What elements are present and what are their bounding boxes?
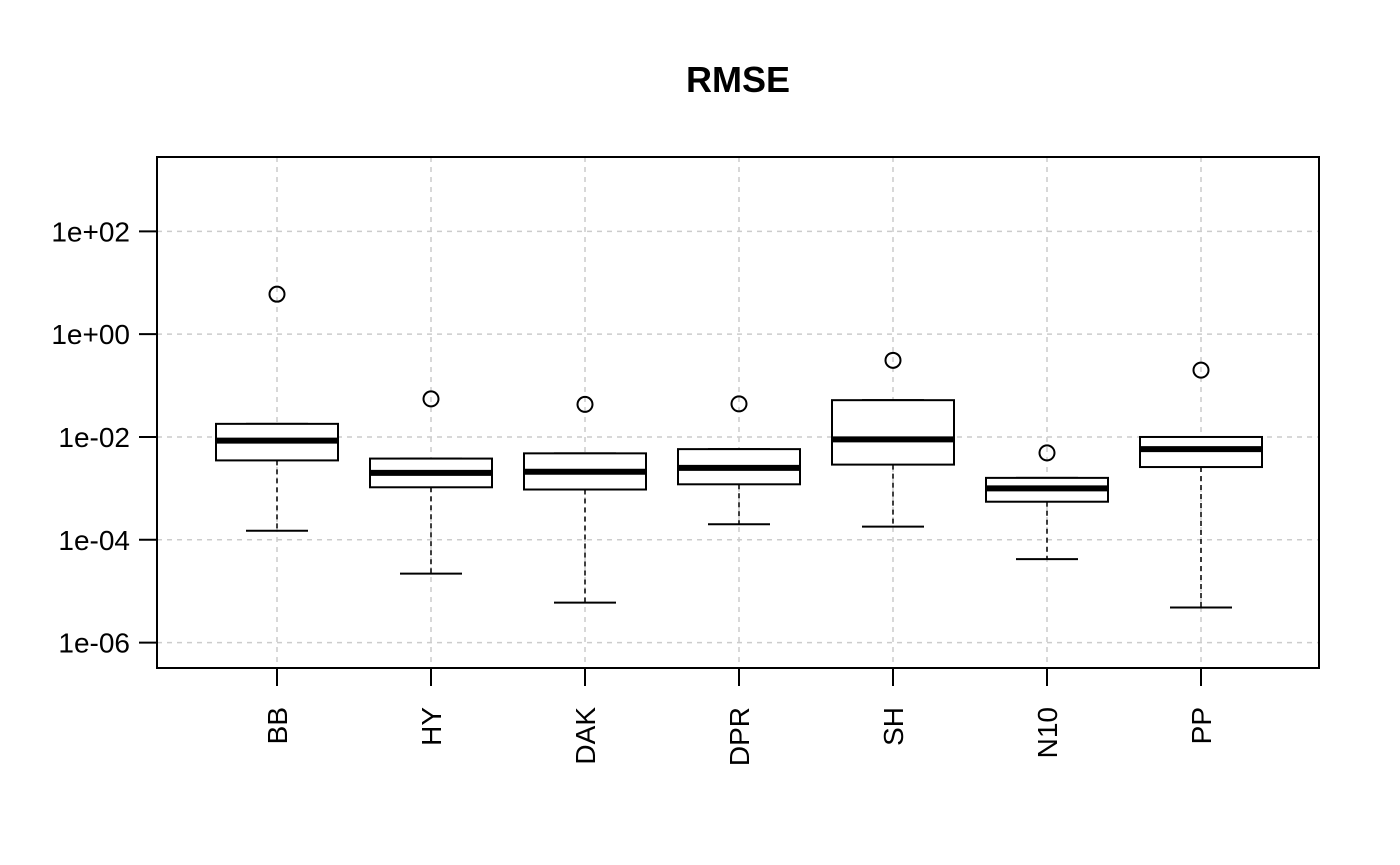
x-tick-label: DAK bbox=[570, 707, 601, 765]
chart-title: RMSE bbox=[686, 59, 790, 100]
outlier-point bbox=[884, 351, 902, 369]
outlier-point bbox=[730, 395, 748, 413]
x-tick-label: DPR bbox=[724, 707, 755, 766]
box-sh bbox=[831, 399, 955, 466]
y-tick-label: 1e-06 bbox=[58, 628, 130, 659]
box-layer bbox=[215, 285, 1263, 609]
grid-layer bbox=[157, 157, 1319, 668]
outlier-point bbox=[1038, 444, 1056, 462]
x-tick-label: BB bbox=[262, 707, 293, 744]
y-tick-label: 1e+02 bbox=[51, 216, 130, 247]
y-tick-label: 1e+00 bbox=[51, 319, 130, 350]
outlier-point bbox=[576, 395, 594, 413]
outlier-point bbox=[422, 390, 440, 408]
outlier-point bbox=[1192, 361, 1210, 379]
axis-layer: 1e-06 1e-04 1e-02 1e+00 1e+02 BB HY DAK DPR SH N10… bbox=[51, 216, 1217, 766]
x-tick-label: N10 bbox=[1032, 707, 1063, 758]
x-tick-label: HY bbox=[416, 707, 447, 746]
x-tick-label: PP bbox=[1186, 707, 1217, 744]
y-tick-label: 1e-02 bbox=[58, 422, 130, 453]
outlier-point bbox=[268, 285, 286, 303]
plot-frame bbox=[156, 156, 1320, 669]
x-tick-label: SH bbox=[878, 707, 909, 746]
y-tick-label: 1e-04 bbox=[58, 525, 130, 556]
